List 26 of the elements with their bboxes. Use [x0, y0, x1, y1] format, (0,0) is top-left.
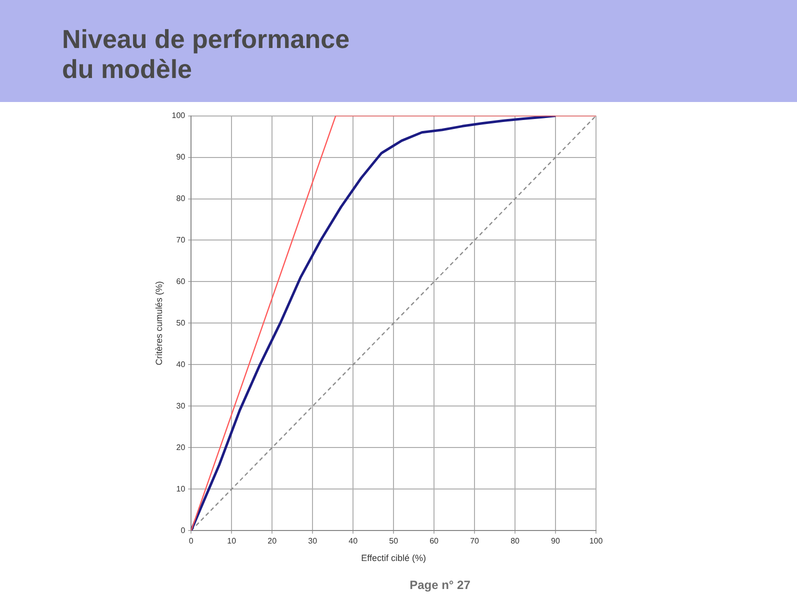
x-tick-label: 40 — [348, 536, 358, 546]
x-tick-label: 30 — [308, 536, 318, 546]
x-tick-label: 50 — [389, 536, 399, 546]
x-tick-label: 0 — [188, 536, 194, 546]
x-tick-label: 10 — [227, 536, 237, 546]
y-tick-label: 80 — [176, 194, 186, 203]
y-tick-label: 10 — [176, 484, 186, 494]
y-tick-label: 40 — [176, 360, 186, 369]
y-tick-label: 20 — [176, 442, 186, 452]
y-axis-title: Critères cumulés (%) — [154, 281, 164, 366]
x-tick-label: 60 — [430, 536, 440, 546]
x-tick-label: 20 — [268, 536, 278, 546]
x-tick-label: 70 — [470, 536, 480, 546]
y-tick-label: 0 — [180, 526, 186, 535]
text: Page n° 27 — [408, 578, 472, 592]
x-tick-label: 90 — [551, 536, 561, 546]
y-tick-label: 60 — [176, 276, 186, 286]
x-tick-label: 80 — [510, 536, 520, 546]
chart-title: Niveau de performance du modèle — [62, 24, 350, 84]
x-tick-label: 100 — [589, 536, 604, 546]
x-axis-title: Effectif ciblé (%) — [361, 553, 426, 564]
y-tick-label: 70 — [176, 235, 186, 244]
y-tick-label: 100 — [172, 111, 186, 120]
y-tick-label: 50 — [176, 318, 186, 328]
y-tick-label: 30 — [176, 401, 186, 410]
y-tick-label: 90 — [176, 152, 186, 162]
